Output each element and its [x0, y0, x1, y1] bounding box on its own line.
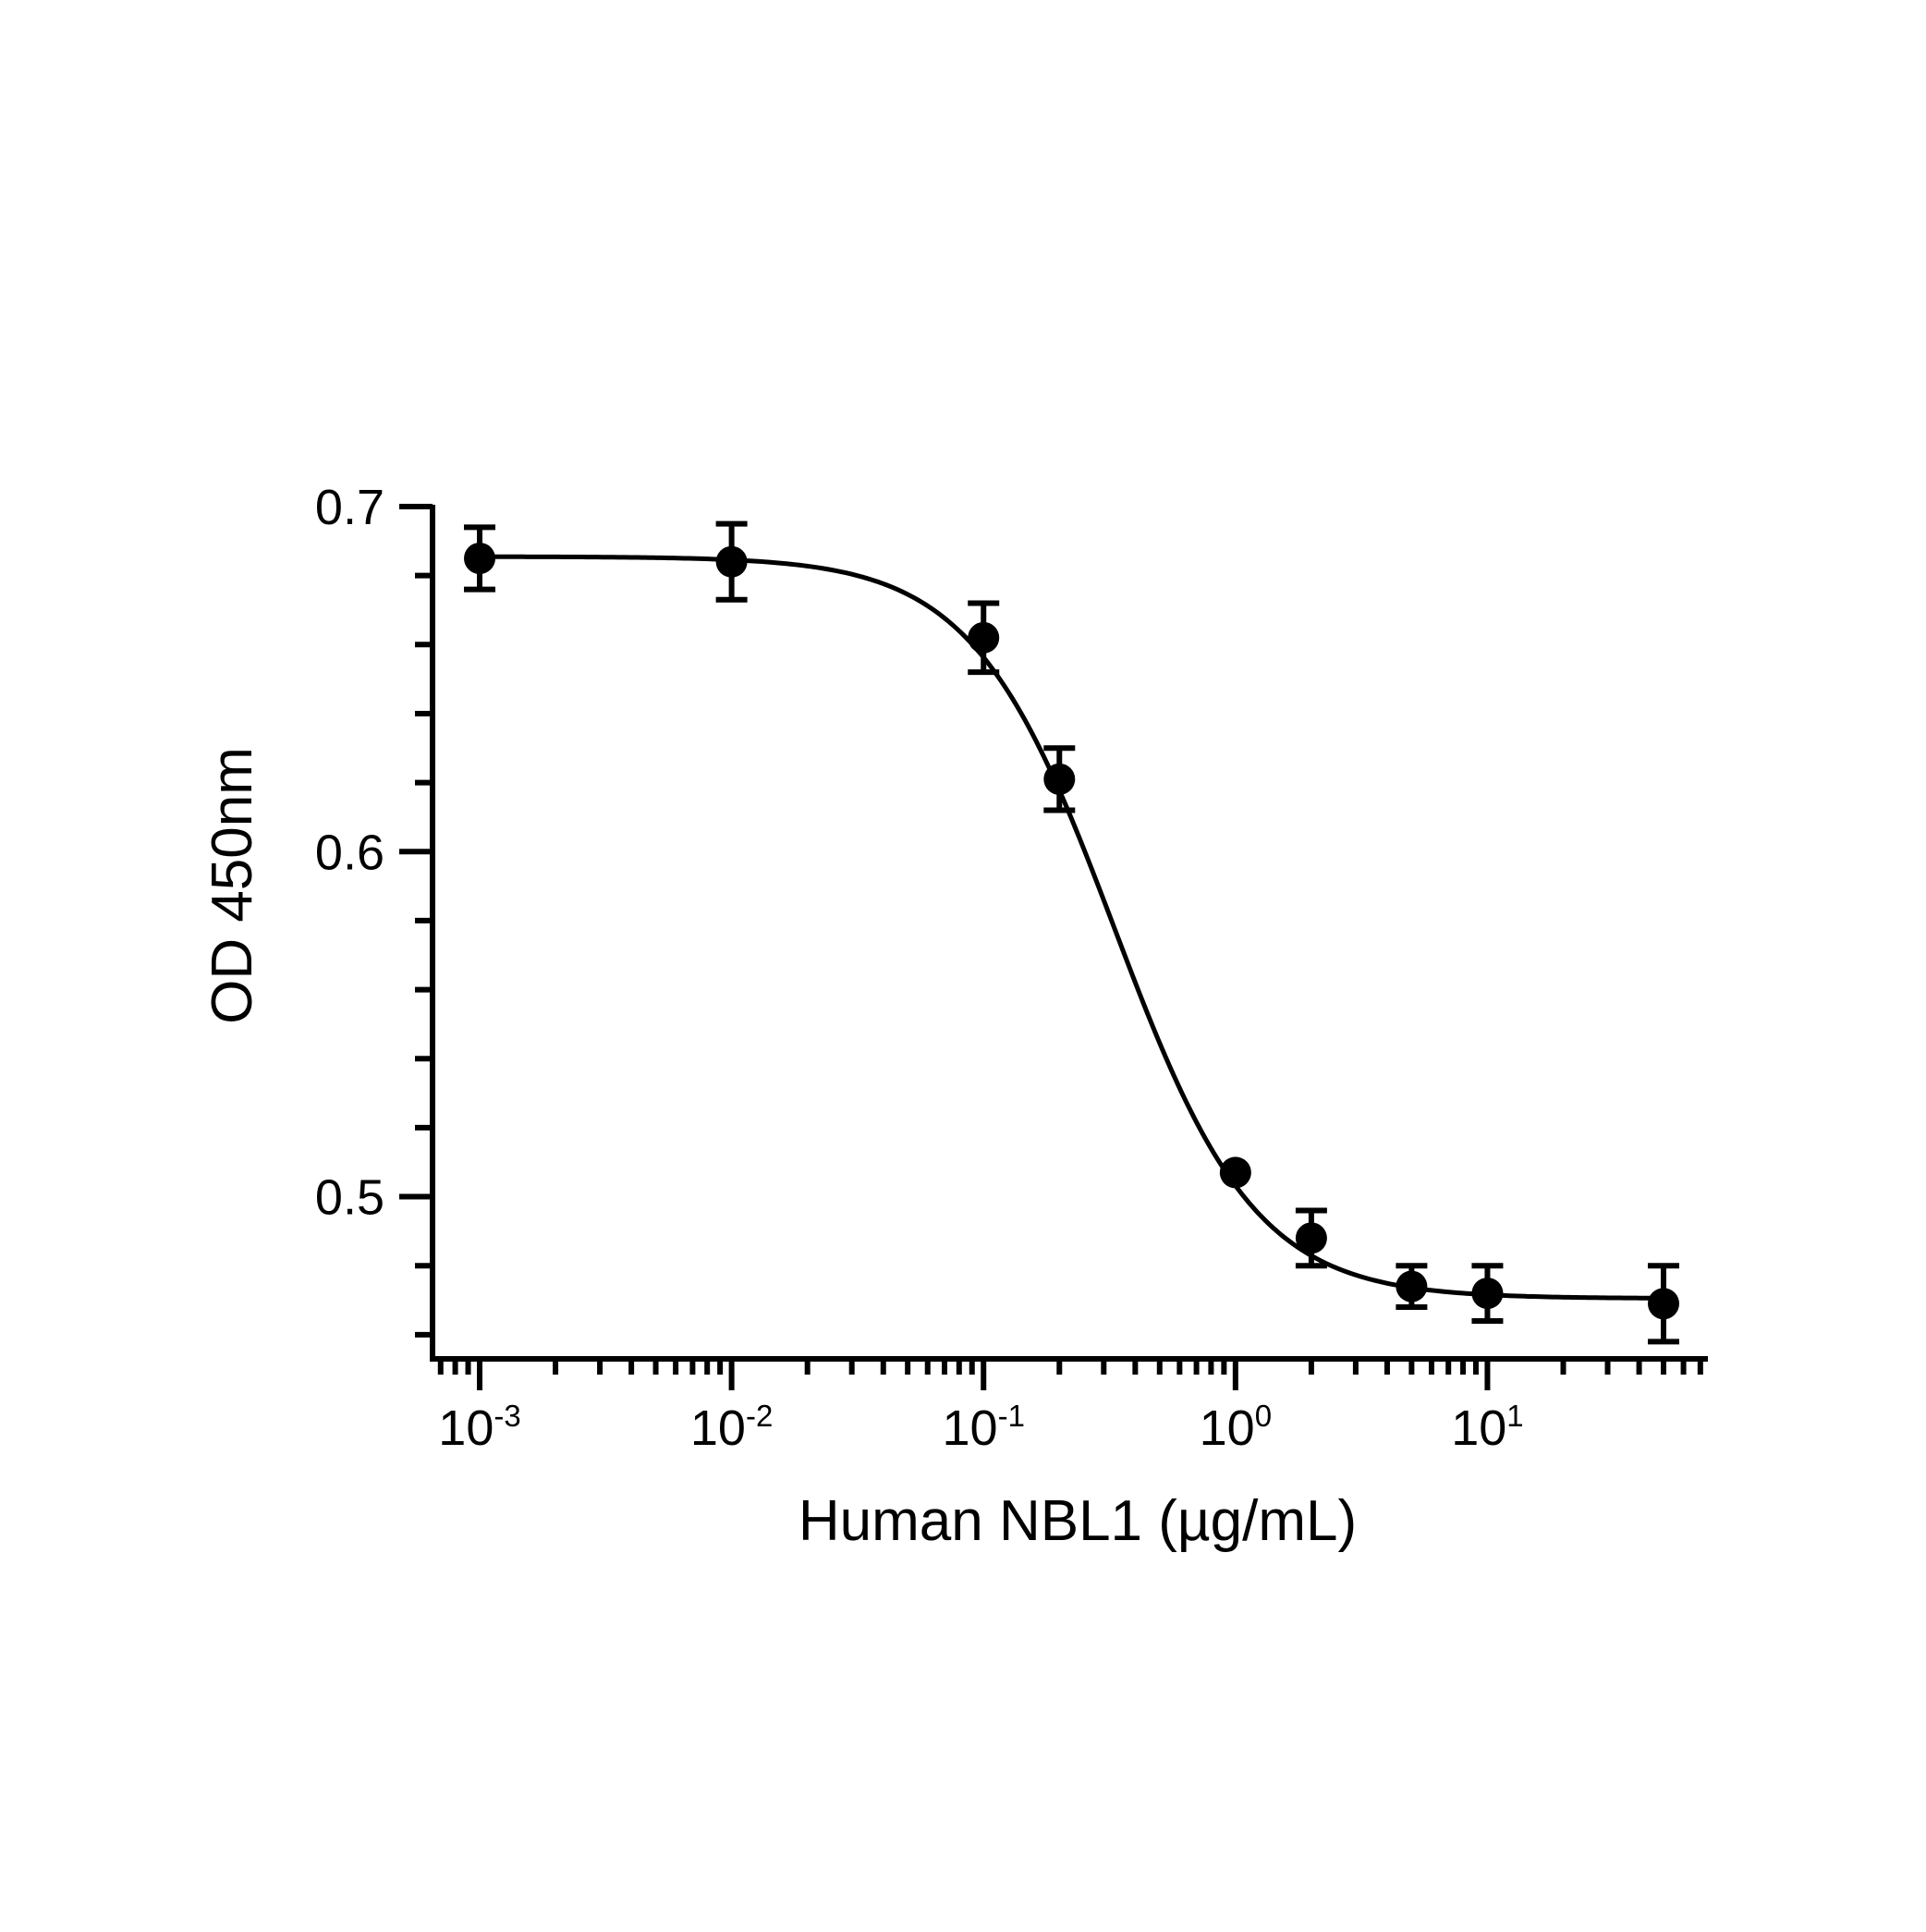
- data-point: [1647, 1288, 1679, 1320]
- data-point: [1471, 1278, 1504, 1310]
- x-tick-label: 10-1: [943, 1399, 1025, 1456]
- data-points: [464, 542, 1679, 1320]
- data-point: [1043, 763, 1076, 795]
- data-point: [715, 545, 748, 578]
- fit-curve-layer: [480, 554, 1664, 1301]
- y-tick-label: 0.7: [315, 480, 384, 535]
- tick-labels: 0.5 0.6 0.7 10-3 10-2 10-1 100 101: [315, 480, 1524, 1456]
- data-point: [464, 542, 496, 574]
- fit-curve: [480, 554, 1664, 1301]
- axes: [399, 504, 1708, 1390]
- data-point: [1219, 1156, 1251, 1189]
- x-tick-label: 10-3: [438, 1399, 520, 1456]
- x-tick-label: 101: [1451, 1399, 1523, 1456]
- x-tick-label: 10-2: [690, 1399, 773, 1456]
- error-bars: [464, 520, 1679, 1345]
- data-point: [1396, 1270, 1428, 1302]
- data-point: [968, 621, 1000, 654]
- x-tick-label: 100: [1200, 1399, 1272, 1456]
- y-tick-label: 0.6: [315, 825, 384, 880]
- y-tick-label: 0.5: [315, 1170, 384, 1226]
- data-point: [1295, 1222, 1327, 1254]
- y-axis-title: OD 450nm: [201, 747, 264, 1024]
- x-axis-title: Human NBL1 (µg/mL): [798, 1489, 1357, 1553]
